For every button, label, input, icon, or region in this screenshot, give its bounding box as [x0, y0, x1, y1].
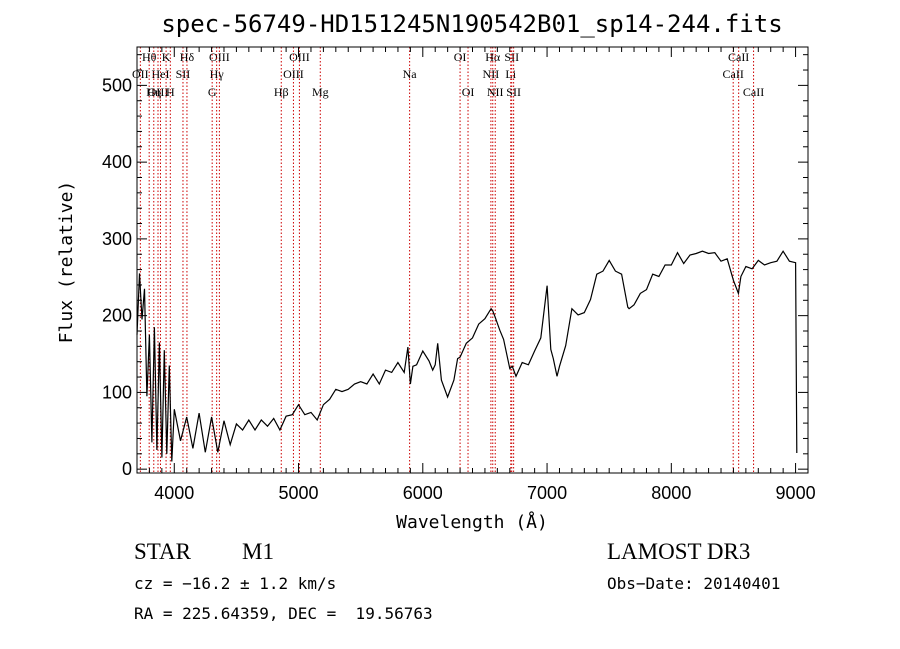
line-label-14: OIII	[283, 67, 304, 81]
x-tick-label-5000: 5000	[279, 483, 319, 503]
line-label-21: NII	[487, 85, 504, 99]
coordinates: RA = 225.64359, DEC = 19.56763	[134, 604, 433, 623]
y-tick-label-500: 500	[102, 75, 132, 95]
object-subclass: M1	[242, 539, 274, 564]
line-label-13: OIII	[289, 50, 310, 64]
redshift-value: cz = −16.2 ± 1.2 km/s	[134, 574, 337, 593]
observation-date: Obs−Date: 20140401	[607, 574, 781, 593]
y-tick-label-400: 400	[102, 152, 132, 172]
x-tick-label-9000: 9000	[776, 483, 816, 503]
y-tick-label-100: 100	[102, 382, 132, 402]
line-label-20: NII	[483, 67, 500, 81]
x-tick-label-4000: 4000	[154, 483, 194, 503]
chart-title: spec-56749-HD151245N190542B01_sp14-244.f…	[161, 10, 782, 38]
line-label-3: K	[162, 50, 171, 64]
line-label-18: OI	[462, 85, 475, 99]
line-label-24: SII	[506, 85, 521, 99]
line-label-15: Mg	[312, 85, 329, 99]
x-tick-label-6000: 6000	[403, 483, 443, 503]
line-label-16: Na	[403, 67, 418, 81]
line-label-26: CaII	[723, 67, 744, 81]
line-label-27: CaII	[743, 85, 764, 99]
line-label-0: Hθ	[142, 50, 157, 64]
line-label-12: Hβ	[274, 85, 289, 99]
line-label-5: Hη	[146, 85, 161, 99]
y-axis-label: Flux (relative)	[56, 181, 77, 344]
line-label-25: CaII	[728, 50, 749, 64]
line-label-4: HeI	[151, 67, 169, 81]
y-tick-label-200: 200	[102, 306, 132, 326]
line-label-22: SII	[504, 50, 519, 64]
survey-name: LAMOST DR3	[607, 539, 751, 564]
line-label-2: OIII	[148, 85, 169, 99]
x-tick-label-7000: 7000	[527, 483, 567, 503]
object-class: STAR	[134, 539, 191, 564]
line-label-23: Li	[505, 67, 516, 81]
line-label-11: G	[208, 85, 217, 99]
line-label-9: OIII	[209, 50, 230, 64]
line-label-7: H	[166, 85, 175, 99]
line-label-19: Hα	[485, 50, 501, 64]
spectrum-line	[136, 250, 798, 462]
line-label-17: OI	[454, 50, 467, 64]
x-tick-label-8000: 8000	[651, 483, 691, 503]
line-label-8: Hδ	[180, 50, 195, 64]
y-tick-label-300: 300	[102, 229, 132, 249]
x-axis-label: Wavelength (Å)	[396, 511, 548, 533]
y-tick-label-0: 0	[122, 459, 132, 479]
line-label-10: Hγ	[210, 67, 225, 81]
line-label-1: OII	[132, 67, 149, 81]
plot-frame	[136, 46, 809, 474]
line-label-6: SII	[176, 67, 191, 81]
